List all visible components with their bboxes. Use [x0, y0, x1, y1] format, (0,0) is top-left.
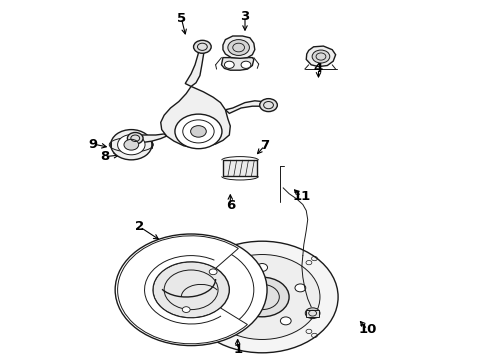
Circle shape	[224, 61, 234, 68]
Circle shape	[194, 40, 211, 53]
Circle shape	[209, 269, 217, 275]
Text: 5: 5	[177, 12, 186, 24]
Circle shape	[257, 264, 268, 271]
Text: 1: 1	[233, 343, 242, 356]
Polygon shape	[185, 46, 205, 86]
Polygon shape	[306, 46, 336, 67]
Circle shape	[124, 139, 139, 150]
Text: 9: 9	[89, 138, 98, 150]
Polygon shape	[223, 160, 257, 176]
Text: 8: 8	[101, 150, 110, 163]
Circle shape	[312, 50, 330, 63]
Circle shape	[219, 284, 229, 292]
Circle shape	[235, 277, 289, 317]
Polygon shape	[306, 310, 318, 317]
Circle shape	[153, 262, 229, 318]
Text: 10: 10	[358, 323, 377, 336]
Circle shape	[118, 135, 145, 155]
Text: 4: 4	[314, 62, 323, 75]
Circle shape	[295, 284, 306, 292]
Circle shape	[127, 132, 143, 144]
Circle shape	[191, 126, 206, 137]
Polygon shape	[225, 101, 267, 113]
Circle shape	[280, 317, 291, 325]
Circle shape	[111, 130, 152, 160]
Circle shape	[204, 255, 320, 339]
Circle shape	[233, 317, 244, 325]
Circle shape	[175, 114, 222, 149]
Circle shape	[228, 40, 249, 55]
Wedge shape	[118, 236, 247, 344]
Text: 3: 3	[241, 10, 249, 23]
Circle shape	[186, 241, 338, 353]
Polygon shape	[223, 36, 255, 58]
Circle shape	[115, 234, 267, 346]
Text: 11: 11	[292, 190, 311, 203]
Circle shape	[260, 99, 277, 112]
Text: 2: 2	[135, 220, 144, 233]
Text: 6: 6	[226, 199, 235, 212]
Polygon shape	[161, 86, 230, 148]
Circle shape	[182, 307, 190, 312]
Circle shape	[241, 61, 251, 68]
Polygon shape	[221, 58, 254, 70]
Text: 7: 7	[260, 139, 269, 152]
Polygon shape	[136, 134, 167, 142]
Circle shape	[305, 308, 320, 319]
